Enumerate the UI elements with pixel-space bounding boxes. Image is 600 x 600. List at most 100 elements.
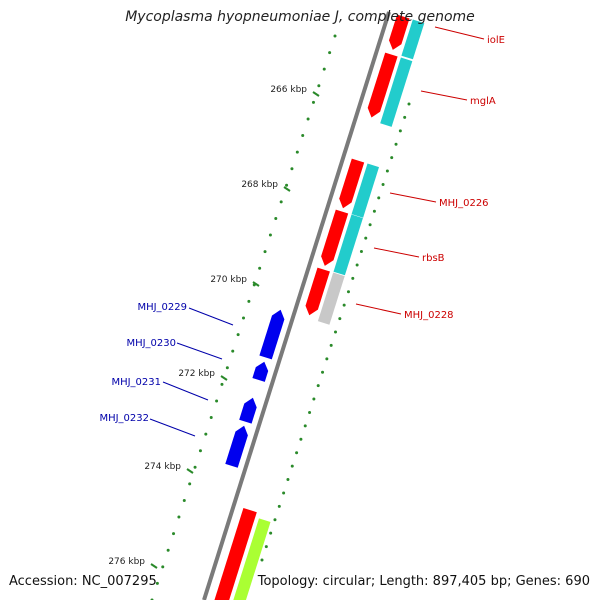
gene-label-leader xyxy=(162,381,209,401)
gc-dot xyxy=(247,299,251,303)
gc-dot xyxy=(338,317,342,321)
cog-bar xyxy=(317,272,345,325)
forward-gene-arrow xyxy=(214,508,257,600)
gc-dot xyxy=(312,397,316,401)
gc-dot xyxy=(161,565,165,569)
forward-gene-arrow xyxy=(305,267,330,316)
ruler-tick xyxy=(283,186,291,192)
gc-dot xyxy=(274,216,278,220)
gc-dot xyxy=(346,290,350,294)
gc-dot xyxy=(303,424,307,428)
gc-dot xyxy=(381,182,385,186)
accession-text: Accession: NC_007295 xyxy=(9,574,157,589)
gc-dot xyxy=(301,134,305,138)
gc-dot xyxy=(215,399,219,403)
gc-dot xyxy=(351,276,355,280)
reverse-gene-arrow xyxy=(259,309,285,360)
ruler-tick xyxy=(150,563,158,569)
ruler-label: 266 kbp xyxy=(270,85,307,95)
gc-dot xyxy=(390,156,394,160)
gc-dot xyxy=(182,498,186,502)
gc-dot xyxy=(193,465,197,469)
gc-dot xyxy=(286,478,290,482)
gc-dot xyxy=(316,384,320,388)
gc-dot xyxy=(317,84,321,88)
ruler-ticks: 266 kbp 268 kbp 270 kbp 272 kbp 274 kbp 276 k… xyxy=(108,85,320,569)
gc-dot xyxy=(403,115,407,119)
gc-dot xyxy=(368,223,372,227)
gc-dot xyxy=(204,432,208,436)
gc-dot xyxy=(306,117,310,121)
gc-dot xyxy=(172,532,176,536)
gene-label-leader xyxy=(389,192,437,203)
gc-dot xyxy=(321,370,325,374)
gc-dot xyxy=(242,316,245,320)
reverse-gene-label: MHJ_0232 xyxy=(99,413,149,424)
gc-dot xyxy=(209,416,213,420)
ruler-label: 270 kbp xyxy=(210,275,247,285)
gc-dot xyxy=(359,250,363,254)
gc-dot xyxy=(394,142,398,146)
forward-gene-label: mglA xyxy=(470,96,496,107)
cog-bar xyxy=(351,163,379,218)
gc-dot xyxy=(285,183,289,187)
ruler-label: 276 kbp xyxy=(108,557,145,567)
gc-dot xyxy=(322,67,326,71)
gc-dot xyxy=(177,515,181,519)
gene-label-leader xyxy=(176,342,223,360)
forward-gene-arrow xyxy=(389,14,410,50)
gc-dot xyxy=(325,357,329,361)
gc-dot xyxy=(236,333,240,337)
reverse-gene-label: MHJ_0230 xyxy=(126,338,176,349)
cog-bar xyxy=(233,518,271,600)
gc-dot xyxy=(295,150,299,154)
gene-label-leader xyxy=(373,247,420,258)
gc-dot xyxy=(329,343,333,347)
forward-gene-arrow xyxy=(339,158,365,209)
ruler-tick xyxy=(312,91,320,97)
gc-dot xyxy=(290,464,294,468)
gc-dot xyxy=(333,34,337,38)
gc-dot xyxy=(355,263,359,267)
gene-label-leader xyxy=(188,307,234,326)
map-title: Mycoplasma hyopneumoniae J, complete gen… xyxy=(125,9,475,25)
gc-dot xyxy=(290,167,294,171)
gc-dot xyxy=(364,236,368,240)
gc-dot xyxy=(198,449,202,453)
gc-dot xyxy=(295,451,299,455)
ruler-tick xyxy=(252,281,260,287)
gc-dot xyxy=(279,200,283,204)
gene-track xyxy=(214,14,410,600)
reverse-gene-label: MHJ_0229 xyxy=(137,302,187,313)
genome-backbone xyxy=(202,11,391,600)
gc-dot xyxy=(268,233,272,237)
cog-track xyxy=(233,19,425,600)
gene-label-leader xyxy=(149,418,196,437)
gc-dot xyxy=(308,410,312,414)
ruler-label: 274 kbp xyxy=(144,462,181,472)
gc-dot xyxy=(372,209,376,213)
gc-dot xyxy=(377,196,381,200)
gc-dot xyxy=(342,303,346,307)
reverse-gene-arrow xyxy=(239,397,257,424)
gc-dot-tracks xyxy=(150,34,411,600)
ruler-tick xyxy=(186,468,194,474)
gc-dot xyxy=(273,518,277,522)
gene-label-leader xyxy=(434,26,485,40)
ruler-label: 272 kbp xyxy=(178,369,215,379)
gc-dot xyxy=(225,366,229,370)
gc-dot xyxy=(155,581,159,585)
gc-dot xyxy=(407,102,411,106)
forward-gene-arrow xyxy=(367,52,398,118)
gc-dot xyxy=(282,491,286,495)
gc-dot xyxy=(277,504,281,508)
gc-dot xyxy=(260,558,264,562)
forward-gene-label: rbsB xyxy=(422,253,445,264)
genome-summary-text: Topology: circular; Length: 897,405 bp; … xyxy=(257,574,590,589)
forward-gene-label: iolE xyxy=(487,35,505,46)
reverse-gene-arrow xyxy=(225,425,248,468)
gc-dot xyxy=(328,51,332,55)
gc-dot xyxy=(398,129,402,133)
gc-dot xyxy=(263,250,267,254)
